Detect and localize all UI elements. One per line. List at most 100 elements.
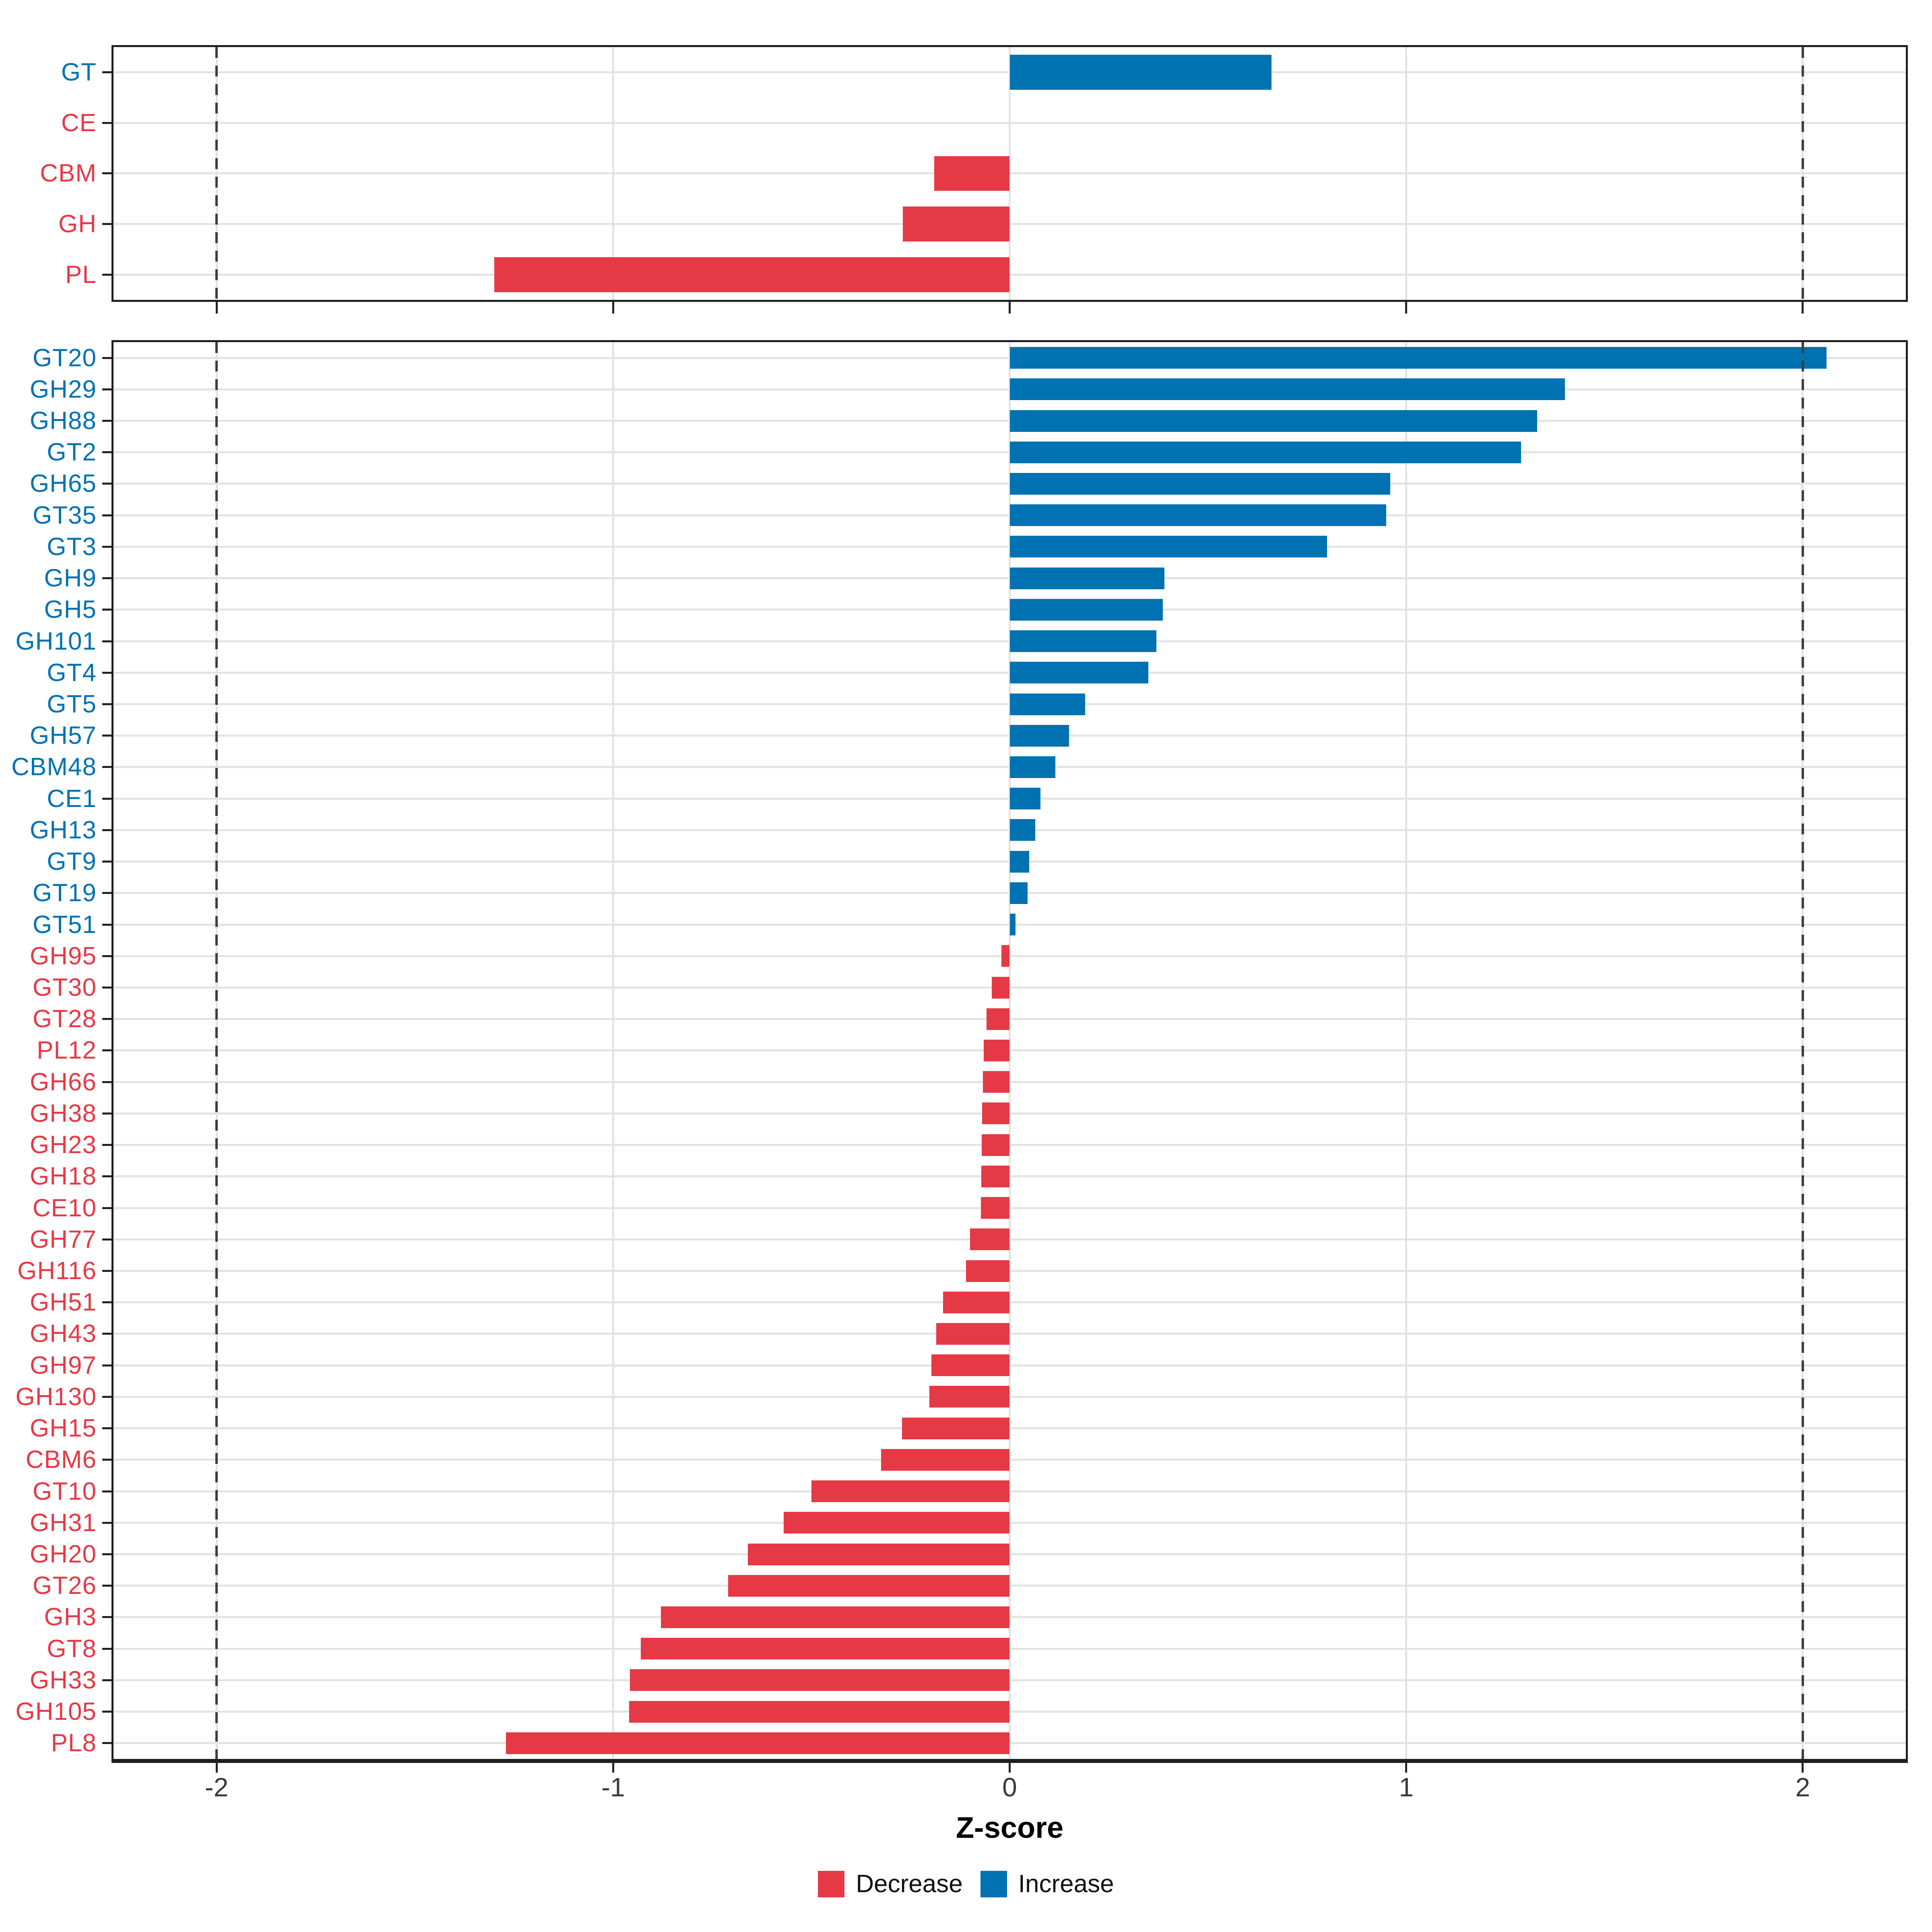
- bar-CBM48: [1009, 756, 1055, 778]
- category-row: GH18: [30, 1161, 1906, 1192]
- category-label-CBM48: CBM48: [11, 753, 97, 781]
- category-label-GH51: GH51: [30, 1288, 97, 1317]
- y-axis-tick: [102, 735, 114, 737]
- category-row: GH23: [30, 1129, 1906, 1161]
- bar-GT4: [1009, 662, 1149, 684]
- y-axis-tick: [102, 640, 114, 642]
- dashed-reference-line: [1801, 47, 1804, 300]
- y-axis-tick: [102, 703, 114, 706]
- category-label-GH66: GH66: [30, 1068, 97, 1096]
- horizontal-gridline: [114, 273, 1906, 276]
- y-axis-tick: [102, 451, 114, 454]
- category-label-GT35: GT35: [32, 501, 97, 529]
- increase-color-swatch: [980, 1870, 1007, 1897]
- bar-PL12: [984, 1039, 1010, 1061]
- bar-GH: [902, 206, 1010, 242]
- y-axis-tick: [102, 1333, 114, 1335]
- bar-GT19: [1009, 882, 1028, 904]
- x-axis-tick: [1405, 1759, 1408, 1773]
- bar-GH51: [943, 1291, 1010, 1313]
- category-row: GT5: [47, 688, 1906, 720]
- category-row: GH29: [30, 374, 1906, 405]
- category-row: GT9: [47, 846, 1906, 877]
- y-axis-tick: [102, 955, 114, 957]
- legend: Decrease Increase: [0, 1870, 1932, 1898]
- category-label-GT2: GT2: [47, 438, 97, 466]
- horizontal-gridline: [114, 1585, 1906, 1587]
- bar-GH23: [981, 1134, 1010, 1156]
- y-axis-tick: [102, 1364, 114, 1366]
- category-label-GH38: GH38: [30, 1099, 97, 1127]
- category-label-GH9: GH9: [44, 564, 97, 592]
- category-label-GH33: GH33: [30, 1666, 97, 1694]
- y-axis-tick: [102, 1238, 114, 1241]
- category-row: GH43: [30, 1318, 1906, 1350]
- category-row: GT4: [47, 657, 1906, 688]
- category-label-GH43: GH43: [30, 1320, 97, 1348]
- category-label-CBM: CBM: [40, 159, 97, 188]
- category-row: GT8: [47, 1633, 1906, 1664]
- category-label-GT20: GT20: [32, 344, 97, 372]
- x-tick-label-1: 1: [1399, 1772, 1414, 1802]
- y-axis-tick: [102, 797, 114, 800]
- bar-GT51: [1009, 914, 1016, 936]
- category-label-GH31: GH31: [30, 1509, 97, 1537]
- category-row: GT30: [33, 972, 1906, 1003]
- y-axis-tick: [102, 1049, 114, 1052]
- horizontal-gridline: [114, 1144, 1906, 1146]
- y-axis-tick: [102, 1742, 114, 1744]
- y-axis-tick: [102, 357, 114, 359]
- x-axis-tick: [612, 1759, 614, 1773]
- y-axis-tick: [102, 172, 114, 175]
- y-axis-tick: [102, 1207, 114, 1209]
- category-row: GH77: [30, 1224, 1906, 1255]
- category-label-GH95: GH95: [30, 942, 97, 970]
- bar-GH9: [1009, 567, 1164, 589]
- horizontal-gridline: [114, 1647, 1906, 1650]
- legend-item-increase: Increase: [980, 1870, 1114, 1898]
- x-axis-tick-labels: -2 -1 0 1 2: [114, 1772, 1906, 1808]
- bar-GH57: [1009, 724, 1069, 747]
- legend-label-increase: Increase: [1018, 1870, 1114, 1898]
- bar-GT28: [987, 1008, 1010, 1030]
- bar-GT2: [1009, 441, 1521, 463]
- y-axis-tick: [102, 1301, 114, 1304]
- class-level-panel: GT CE CBM GH PL: [40, 45, 1908, 314]
- category-label-GT28: GT28: [32, 1005, 97, 1033]
- bar-PL8: [506, 1732, 1010, 1754]
- category-label-CE: CE: [61, 109, 97, 137]
- bar-GH33: [630, 1669, 1010, 1691]
- horizontal-gridline: [114, 1742, 1906, 1744]
- category-row: GT51: [33, 909, 1906, 940]
- category-row: CBM6: [26, 1444, 1906, 1476]
- bar-GT5: [1009, 693, 1085, 715]
- y-axis-tick: [102, 1711, 114, 1713]
- family-level-panel: GT20 GH29 GH88 GT2 GH65 GT35 GT3 GH9 GH5 GH101 GT4…: [11, 340, 1908, 1773]
- x-axis-tick: [1802, 300, 1804, 314]
- category-row: GH116: [17, 1255, 1906, 1286]
- category-label-GH65: GH65: [30, 470, 97, 498]
- bar-GH18: [981, 1165, 1010, 1187]
- bar-CBM6: [881, 1449, 1010, 1471]
- horizontal-gridline: [114, 172, 1906, 175]
- bar-GT8: [641, 1638, 1010, 1660]
- bar-GH38: [982, 1102, 1010, 1125]
- category-row: PL8: [51, 1728, 1906, 1759]
- bar-GH13: [1009, 819, 1035, 841]
- category-row: GT20: [33, 342, 1906, 374]
- y-axis-tick: [102, 892, 114, 894]
- y-axis-tick: [102, 1112, 114, 1115]
- category-label-GH57: GH57: [30, 722, 97, 750]
- bar-CE1: [1009, 788, 1041, 810]
- horizontal-gridline: [114, 1364, 1906, 1366]
- bar-GH101: [1009, 630, 1156, 652]
- category-row: CBM: [40, 148, 1906, 199]
- horizontal-gridline: [114, 1395, 1906, 1398]
- category-row: GT: [61, 47, 1906, 98]
- y-axis-tick: [102, 609, 114, 611]
- category-label-GH5: GH5: [44, 596, 97, 624]
- bar-GH3: [661, 1606, 1010, 1628]
- bar-GH5: [1009, 599, 1163, 621]
- horizontal-gridline: [114, 1616, 1906, 1618]
